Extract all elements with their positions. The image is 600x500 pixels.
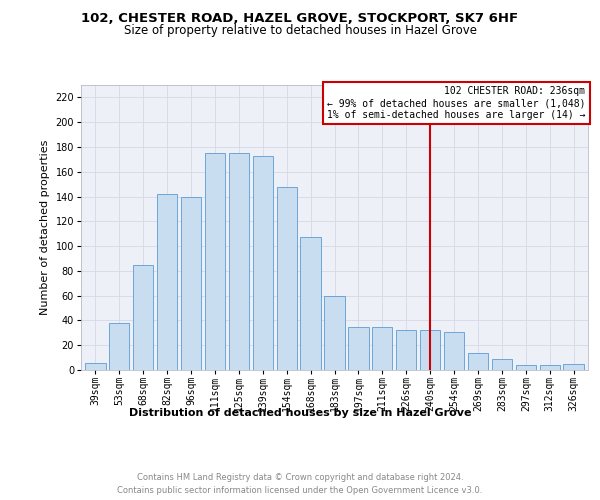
Bar (515, 365, 536, 370)
Bar (563, 364, 584, 370)
Bar (133, 264, 154, 370)
Bar (109, 323, 130, 370)
Bar (205, 153, 225, 370)
Bar (181, 196, 201, 370)
Bar (348, 326, 368, 370)
Bar (85, 362, 106, 370)
Bar (277, 186, 297, 370)
Bar (396, 330, 416, 370)
Bar (253, 156, 273, 370)
Y-axis label: Number of detached properties: Number of detached properties (40, 140, 50, 315)
Text: Contains HM Land Registry data © Crown copyright and database right 2024.
Contai: Contains HM Land Registry data © Crown c… (118, 474, 482, 495)
Bar (229, 153, 249, 370)
Text: Distribution of detached houses by size in Hazel Grove: Distribution of detached houses by size … (129, 408, 471, 418)
Bar (325, 296, 344, 370)
Bar (157, 194, 177, 370)
Bar (301, 238, 321, 370)
Text: 102 CHESTER ROAD: 236sqm
← 99% of detached houses are smaller (1,048)
1% of semi: 102 CHESTER ROAD: 236sqm ← 99% of detach… (327, 86, 586, 120)
Text: 102, CHESTER ROAD, HAZEL GROVE, STOCKPORT, SK7 6HF: 102, CHESTER ROAD, HAZEL GROVE, STOCKPOR… (82, 12, 518, 24)
Text: Size of property relative to detached houses in Hazel Grove: Size of property relative to detached ho… (124, 24, 476, 37)
Bar (492, 359, 512, 370)
Bar (372, 326, 392, 370)
Bar (468, 352, 488, 370)
Bar (539, 365, 560, 370)
Bar (444, 332, 464, 370)
Bar (420, 330, 440, 370)
